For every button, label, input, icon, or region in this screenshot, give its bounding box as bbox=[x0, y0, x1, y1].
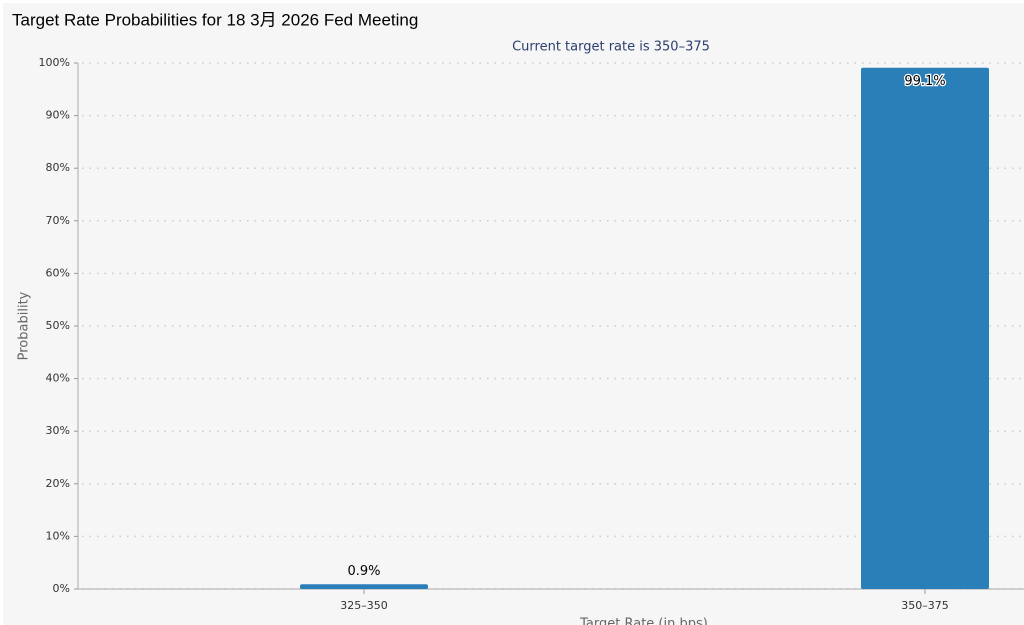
chart-background bbox=[3, 3, 1024, 625]
x-tick-label: 325–350 bbox=[340, 599, 388, 612]
y-tick-label: 20% bbox=[46, 477, 70, 490]
x-tick-label: 350–375 bbox=[901, 599, 949, 612]
y-axis-label: Probability bbox=[17, 291, 32, 360]
y-tick-label: 100% bbox=[39, 56, 70, 69]
chart-title: Target Rate Probabilities for 18 3月 2026… bbox=[12, 10, 418, 29]
bar bbox=[300, 584, 428, 589]
y-tick-label: 10% bbox=[46, 529, 70, 542]
x-axis-label: Target Rate (in bps) bbox=[579, 617, 708, 625]
y-tick-label: 40% bbox=[46, 372, 70, 385]
chart-subtitle: Current target rate is 350–375 bbox=[512, 40, 710, 55]
y-tick-label: 50% bbox=[46, 319, 70, 332]
bar bbox=[861, 67, 989, 589]
data-label: 99.1% bbox=[904, 74, 945, 89]
y-tick-label: 0% bbox=[53, 582, 70, 595]
y-tick-label: 70% bbox=[46, 214, 70, 227]
y-tick-label: 60% bbox=[46, 266, 70, 279]
y-tick-label: 30% bbox=[46, 424, 70, 437]
y-tick-label: 90% bbox=[46, 109, 70, 122]
y-tick-label: 80% bbox=[46, 161, 70, 174]
data-label: 0.9% bbox=[347, 564, 380, 579]
